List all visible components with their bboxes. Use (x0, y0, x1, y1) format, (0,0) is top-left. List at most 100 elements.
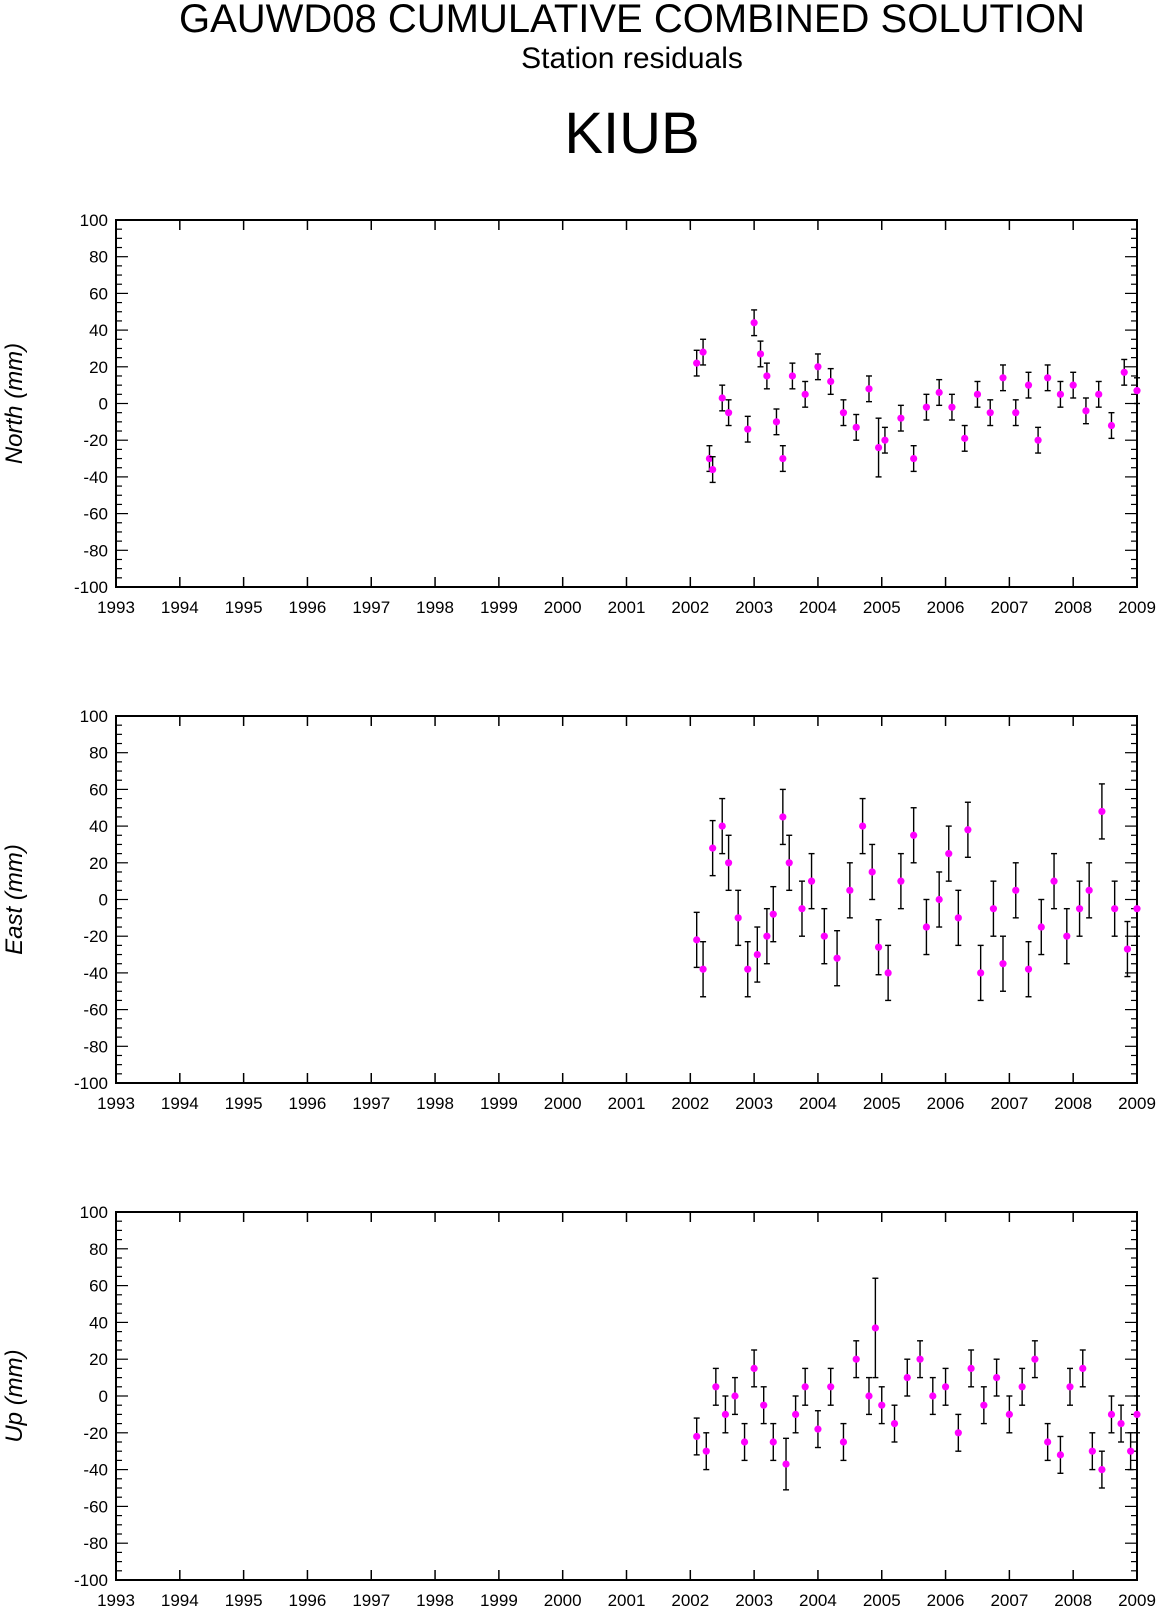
data-point (753, 950, 761, 959)
x-tick-label: 2005 (863, 598, 901, 617)
x-tick-label: 1996 (289, 1094, 327, 1113)
y-tick-label: 0 (99, 1387, 108, 1406)
data-point (1034, 436, 1042, 444)
y-tick-label: 80 (89, 1240, 108, 1259)
data-point (1037, 923, 1045, 931)
x-tick-label: 2004 (799, 1591, 837, 1610)
data-point (1069, 381, 1077, 389)
x-tick-label: 2008 (1054, 1591, 1092, 1610)
data-point (859, 822, 867, 830)
x-tick-label: 2008 (1054, 598, 1092, 617)
data-point (693, 359, 701, 367)
data-point (760, 1401, 768, 1409)
data-point (961, 434, 969, 442)
data-point (865, 1392, 873, 1400)
x-tick-label: 1997 (352, 1591, 390, 1610)
y-axis-title: Up (mm) (1, 1349, 28, 1442)
data-point (916, 1355, 924, 1363)
y-tick-label: 20 (89, 358, 108, 377)
data-point (1056, 1451, 1065, 1459)
data-point (1012, 886, 1020, 894)
data-point (833, 954, 841, 962)
x-tick-label: 1999 (480, 1094, 518, 1113)
data-point (1018, 1383, 1026, 1391)
data-point (721, 1410, 730, 1418)
x-tick-label: 2009 (1118, 1094, 1156, 1113)
data-point (712, 1383, 720, 1391)
data-point (725, 409, 733, 417)
data-point (792, 1410, 800, 1418)
data-point (1024, 965, 1033, 973)
x-tick-label: 1999 (480, 1591, 518, 1610)
y-axis-title: East (mm) (1, 844, 28, 955)
data-point (1050, 877, 1058, 885)
data-point (967, 1364, 975, 1372)
plot-frame (115, 715, 1138, 1084)
y-tick-label: 100 (80, 1203, 108, 1222)
data-point (1095, 390, 1103, 398)
x-tick-label: 2004 (799, 1094, 837, 1113)
chart-title: GAUWD08 CUMULATIVE COMBINED SOLUTION (178, 0, 1086, 41)
x-tick-label: 1994 (161, 1591, 199, 1610)
data-point (1063, 932, 1071, 940)
x-tick-label: 2001 (608, 1591, 646, 1610)
x-tick-label: 1995 (225, 1591, 263, 1610)
y-tick-label: -20 (83, 431, 108, 450)
x-tick-label: 1994 (161, 598, 199, 617)
x-tick-label: 2004 (799, 598, 837, 617)
data-point (839, 1438, 848, 1446)
data-point (852, 1355, 860, 1363)
data-point (693, 1432, 701, 1441)
y-tick-label: 60 (89, 284, 108, 303)
data-point (846, 886, 854, 894)
data-point (868, 868, 876, 876)
x-tick-label: 2002 (671, 598, 709, 617)
data-point (945, 850, 953, 858)
x-tick-label: 1999 (480, 598, 518, 617)
y-tick-label: 20 (89, 1350, 108, 1369)
data-point (1075, 905, 1084, 913)
y-tick-label: 40 (89, 321, 108, 340)
data-point (763, 372, 771, 380)
y-tick-label: -60 (83, 1001, 108, 1020)
data-point (709, 465, 717, 474)
data-point (750, 1364, 758, 1372)
data-point (827, 377, 835, 386)
y-tick-label: 80 (89, 248, 108, 267)
data-point (874, 943, 883, 951)
data-point (910, 831, 918, 839)
x-tick-label: 2009 (1118, 598, 1156, 617)
data-point (922, 923, 931, 931)
data-point (871, 1324, 879, 1332)
x-tick-label: 1998 (416, 1094, 454, 1113)
data-point (699, 965, 707, 973)
y-tick-label: -100 (74, 1074, 108, 1093)
x-tick-label: 2002 (671, 1094, 709, 1113)
data-point (1079, 1364, 1087, 1372)
x-tick-label: 2005 (863, 1591, 901, 1610)
data-point (779, 454, 787, 463)
x-tick-label: 2002 (671, 1591, 709, 1610)
y-tick-label: 100 (80, 211, 108, 230)
x-tick-label: 2007 (990, 1591, 1028, 1610)
x-tick-label: 2001 (608, 598, 646, 617)
data-point (954, 1429, 962, 1437)
x-tick-label: 1997 (352, 598, 390, 617)
data-point (897, 877, 905, 885)
data-point (718, 394, 726, 402)
y-tick-label: 40 (89, 817, 108, 836)
data-point (881, 436, 889, 444)
data-point (897, 414, 905, 422)
chart-subtitle: Station residuals (521, 42, 743, 75)
data-point (977, 969, 985, 977)
y-tick-label: 0 (99, 395, 108, 414)
data-point (948, 403, 956, 411)
x-tick-label: 1993 (97, 598, 135, 617)
y-tick-label: 80 (89, 744, 108, 763)
data-point (750, 319, 758, 327)
data-point (993, 1374, 1001, 1382)
y-tick-label: -60 (83, 505, 108, 524)
data-point (769, 910, 777, 918)
y-tick-label: -100 (74, 578, 108, 597)
